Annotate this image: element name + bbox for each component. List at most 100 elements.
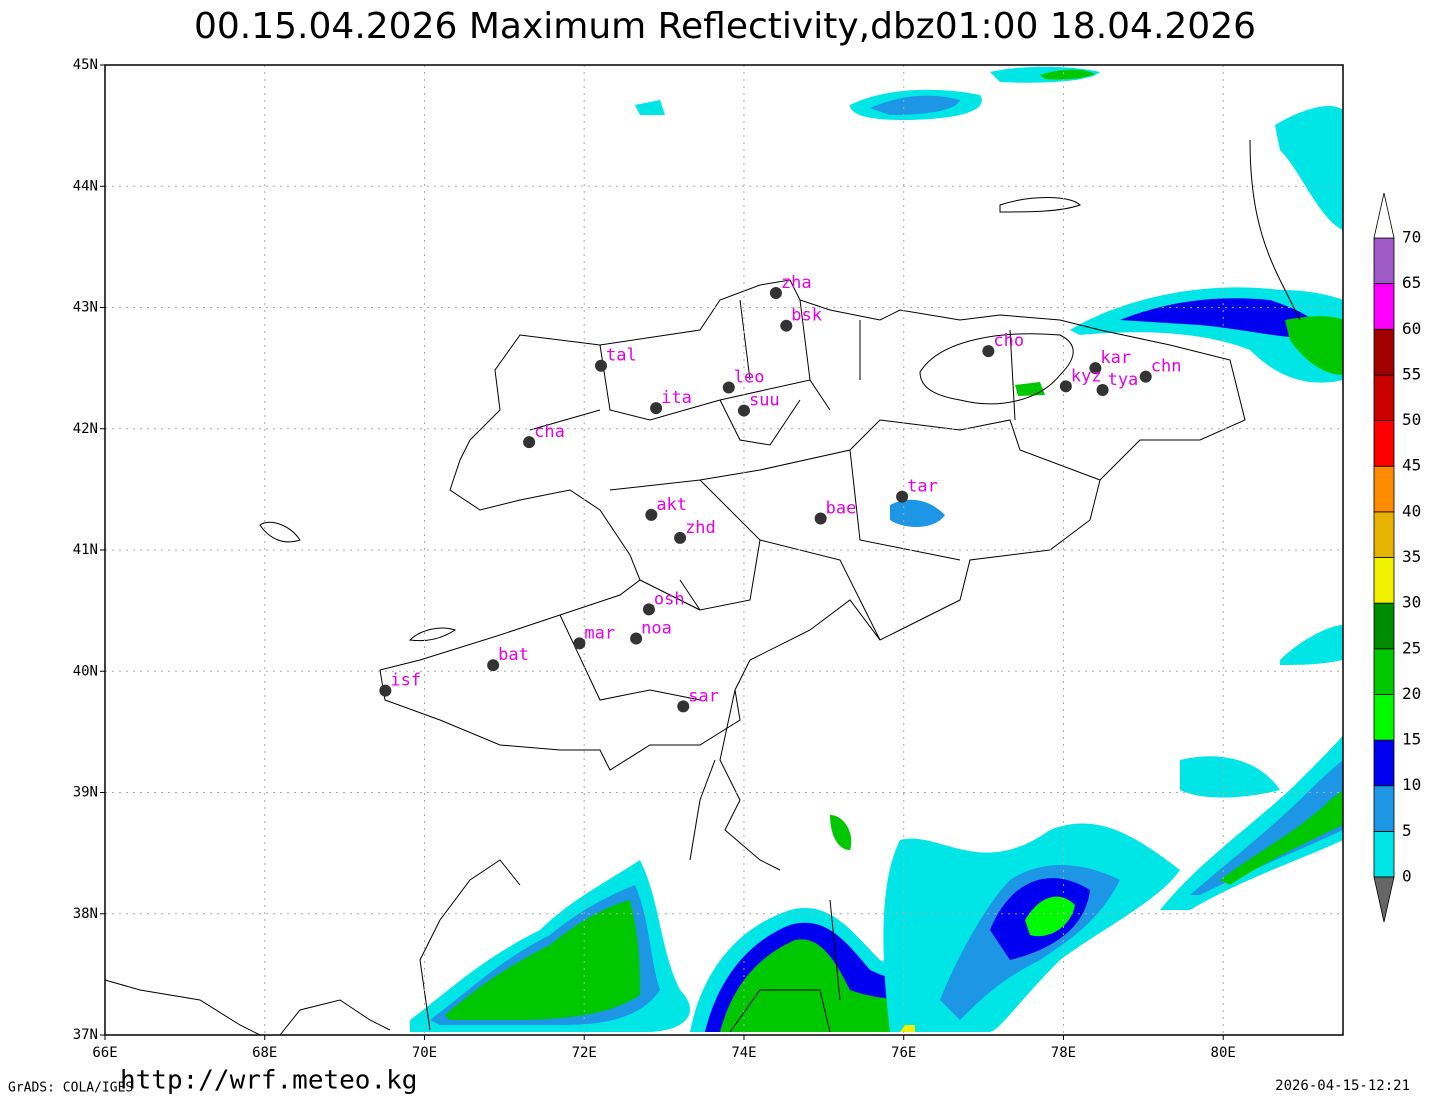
colorbar-label: 35 xyxy=(1402,547,1421,566)
y-tick-label: 40N xyxy=(73,663,98,679)
colorbar-segment xyxy=(1373,237,1395,285)
station-label: bsk xyxy=(791,306,822,326)
station-marker xyxy=(674,531,687,544)
station-marker xyxy=(1089,362,1102,375)
x-tick-label: 78E xyxy=(1051,1045,1076,1061)
colorbar-label: 45 xyxy=(1402,456,1421,475)
x-tick-label: 70E xyxy=(412,1045,437,1061)
station-label: tal xyxy=(606,346,637,366)
colorbar-segment xyxy=(1373,557,1395,604)
colorbar-label: 70 xyxy=(1402,228,1421,247)
station-label: cha xyxy=(534,422,565,442)
station-label: kyz xyxy=(1071,366,1102,386)
station-label: zhd xyxy=(685,518,716,538)
station-marker xyxy=(642,603,655,616)
station-marker xyxy=(722,381,735,394)
station-label: suu xyxy=(749,391,780,411)
colorbar-segment xyxy=(1373,648,1395,695)
colorbar-segment xyxy=(1373,420,1395,467)
x-tick-label: 66E xyxy=(92,1045,117,1061)
colorbar-segment xyxy=(1373,602,1395,650)
station-marker xyxy=(594,359,607,372)
x-tick-label: 76E xyxy=(891,1045,916,1061)
station-label: zha xyxy=(781,273,812,293)
colorbar-label: 25 xyxy=(1402,638,1421,657)
station-marker xyxy=(645,508,658,521)
colorbar-label: 5 xyxy=(1402,821,1412,840)
station-label: akt xyxy=(656,495,687,515)
y-tick-label: 42N xyxy=(73,421,98,437)
station-label: bae xyxy=(826,498,857,518)
colorbar-label: 65 xyxy=(1402,273,1421,292)
y-tick-label: 38N xyxy=(73,906,98,922)
station-label: chn xyxy=(1151,357,1182,377)
station-marker xyxy=(650,402,663,415)
station-marker xyxy=(737,404,750,417)
station-marker xyxy=(1139,370,1152,383)
x-tick-label: 80E xyxy=(1211,1045,1236,1061)
station-label: kar xyxy=(1100,348,1131,368)
colorbar-under xyxy=(1373,876,1395,923)
colorbar-segment xyxy=(1373,511,1395,558)
x-tick-label: 68E xyxy=(252,1045,277,1061)
station-marker xyxy=(982,345,995,358)
colorbar-label: 30 xyxy=(1402,593,1421,612)
colorbar-over xyxy=(1373,192,1395,239)
title: 00.15.04.2026 Maximum Reflectivity,dbz01… xyxy=(194,6,1256,47)
station-marker xyxy=(780,319,793,332)
x-tick-label: 74E xyxy=(731,1045,756,1061)
station-marker xyxy=(379,684,392,697)
station-label: cho xyxy=(993,331,1024,351)
station-marker xyxy=(769,286,782,299)
y-tick-label: 39N xyxy=(73,785,98,801)
footer-url: http://wrf.meteo.kg xyxy=(120,1066,417,1096)
colorbar-label: 55 xyxy=(1402,364,1421,383)
station-label: sar xyxy=(688,686,719,706)
colorbar-segment xyxy=(1373,739,1395,787)
colorbar-segment xyxy=(1373,283,1395,330)
colorbar-segment xyxy=(1373,830,1395,878)
station-label: tar xyxy=(907,477,938,497)
station-label: ita xyxy=(661,388,692,408)
footer-credit: GrADS: COLA/IGES xyxy=(8,1081,133,1096)
y-tick-label: 41N xyxy=(73,542,98,558)
station-label: mar xyxy=(584,623,615,643)
station-label: osh xyxy=(654,589,685,609)
station-label: noa xyxy=(641,619,672,639)
station-label: isf xyxy=(390,671,421,691)
station-marker xyxy=(896,490,909,503)
y-tick-label: 44N xyxy=(73,178,98,194)
colorbar-segment xyxy=(1373,465,1395,513)
station-marker xyxy=(630,632,643,645)
colorbar-label: 0 xyxy=(1402,867,1412,886)
station-label: tya xyxy=(1108,370,1139,390)
station-marker xyxy=(523,436,536,449)
colorbar-label: 15 xyxy=(1402,730,1421,749)
x-tick-label: 72E xyxy=(572,1045,597,1061)
station-label: leo xyxy=(734,368,765,388)
station-marker xyxy=(487,659,500,672)
colorbar-label: 20 xyxy=(1402,684,1421,703)
station-marker xyxy=(1096,383,1109,396)
colorbar-label: 50 xyxy=(1402,410,1421,429)
colorbar-segment xyxy=(1373,374,1395,421)
station-marker xyxy=(677,700,690,713)
colorbar-label: 40 xyxy=(1402,501,1421,520)
colorbar-label: 60 xyxy=(1402,319,1421,338)
colorbar-segment xyxy=(1373,694,1395,741)
station-marker xyxy=(814,512,827,525)
y-tick-label: 43N xyxy=(73,300,98,316)
colorbar-segment xyxy=(1373,328,1395,376)
station-label: bat xyxy=(498,645,529,665)
footer-timestamp: 2026-04-15-12:21 xyxy=(1275,1078,1410,1094)
echoes xyxy=(410,66,1343,1032)
borders xyxy=(104,139,1301,1036)
y-tick-label: 45N xyxy=(73,57,98,73)
colorbar-segment xyxy=(1373,785,1395,832)
y-tick-label: 37N xyxy=(73,1027,98,1043)
station-marker xyxy=(1059,380,1072,393)
colorbar: 0 5 10 15 20 25 30 35 40 45 50 55 60 65 70 xyxy=(1373,192,1421,923)
